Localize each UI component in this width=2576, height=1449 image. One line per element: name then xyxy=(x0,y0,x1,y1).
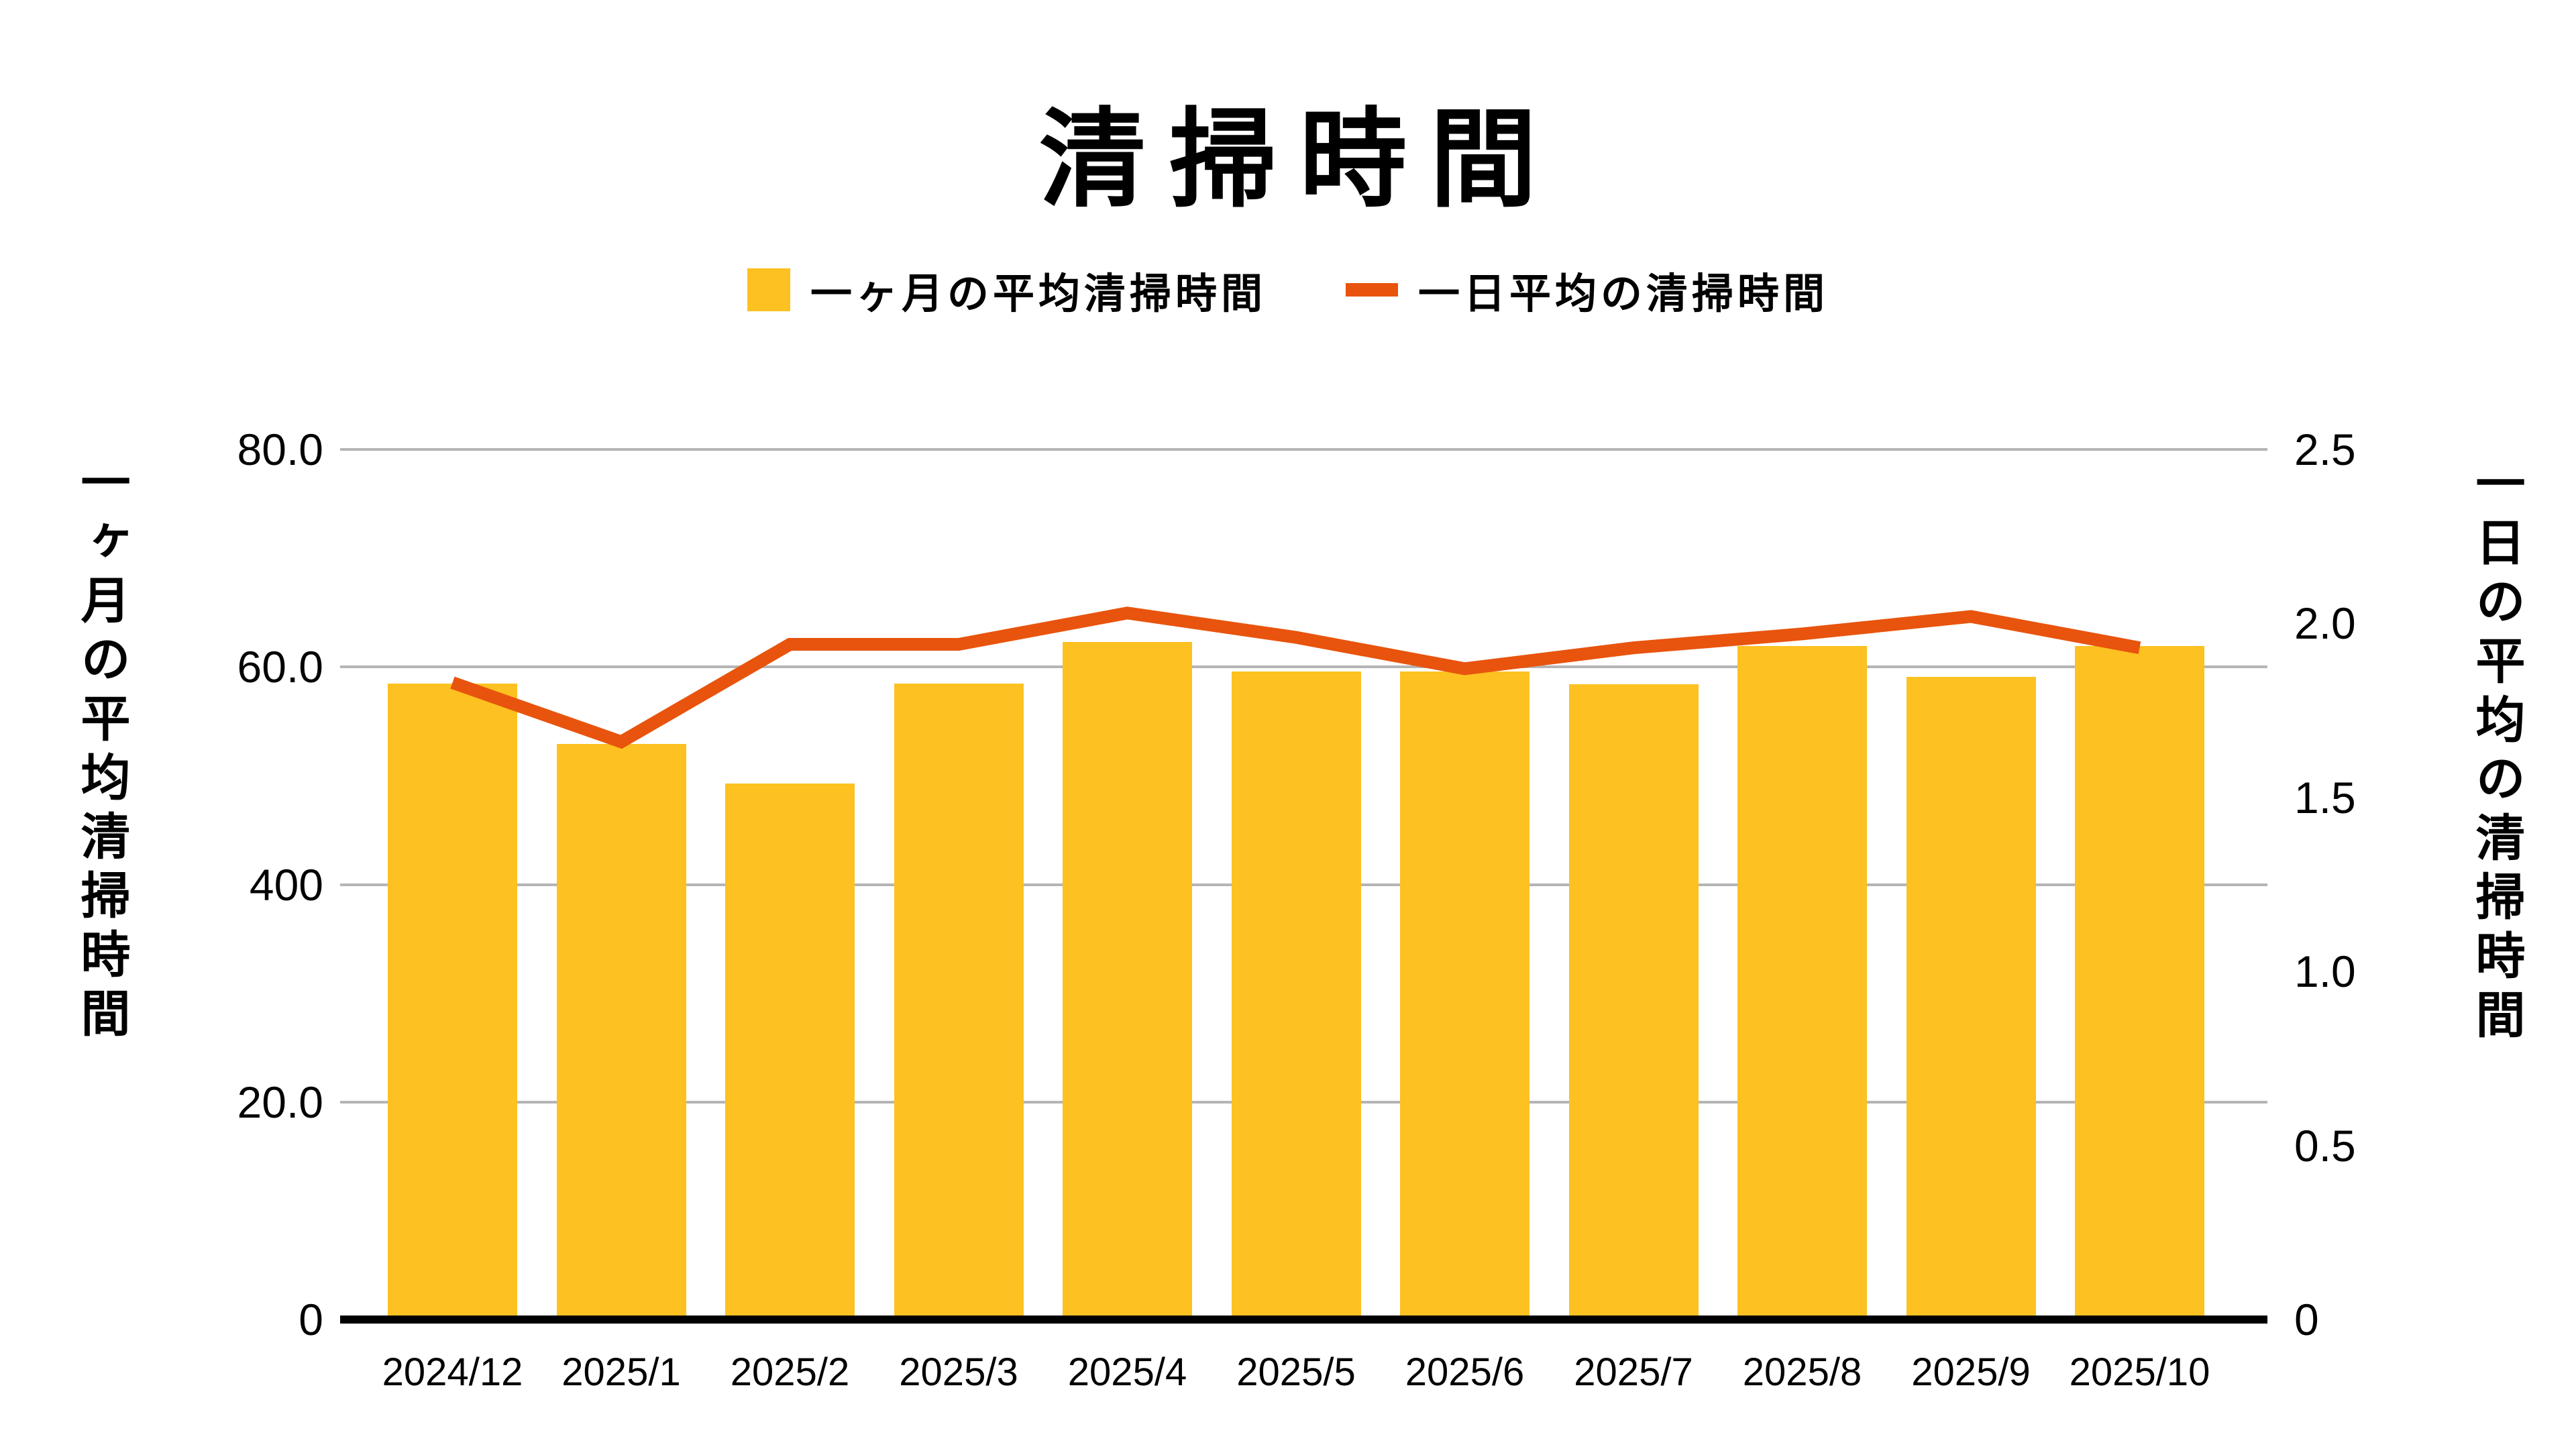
right-axis-tick: 2.0 xyxy=(2294,598,2356,649)
x-axis-label-2024/12: 2024/12 xyxy=(382,1350,523,1394)
bar-2025/2 xyxy=(725,783,855,1320)
line-series xyxy=(450,606,2141,749)
line-series-swatch-icon xyxy=(1346,283,1398,297)
plot-area xyxy=(340,448,2267,1324)
legend: 一ヶ月の平均清掃時間 一日平均の清掃時間 xyxy=(0,263,2576,317)
bar-2025/4 xyxy=(1063,641,1192,1320)
legend-label-monthly: 一ヶ月の平均清掃時間 xyxy=(810,271,1267,317)
bar-series-swatch-icon xyxy=(747,268,790,311)
right-axis-tick: 0 xyxy=(2294,1295,2319,1344)
x-axis-label-2025/6: 2025/6 xyxy=(1405,1350,1525,1394)
bar-2025/9 xyxy=(1906,676,2036,1320)
legend-item-daily-line: 一日平均の清掃時間 xyxy=(1346,260,1829,320)
x-axis-label-2025/8: 2025/8 xyxy=(1742,1350,1862,1394)
x-axis-label-2025/10: 2025/10 xyxy=(2069,1350,2210,1394)
left-axis-tick: 60.0 xyxy=(237,642,323,692)
legend-item-monthly-bar: 一ヶ月の平均清掃時間 xyxy=(747,260,1267,320)
right-axis-title: 一日の平均の清掃時間 xyxy=(2469,458,2524,1048)
legend-label-daily: 一日平均の清掃時間 xyxy=(1418,271,1829,317)
right-axis-tick: 0.5 xyxy=(2294,1120,2356,1171)
bar-2025/5 xyxy=(1231,671,1361,1320)
right-axis-tick: 1.0 xyxy=(2294,947,2356,997)
left-axis-tick: 20.0 xyxy=(237,1077,323,1127)
right-axis-tick: 1.5 xyxy=(2294,772,2356,822)
left-axis-tick: 80.0 xyxy=(237,425,323,474)
bar-2025/10 xyxy=(2075,646,2204,1320)
bar-2025/7 xyxy=(1568,684,1699,1320)
bar-2025/1 xyxy=(556,744,686,1320)
x-axis-label-2025/9: 2025/9 xyxy=(1911,1350,2031,1394)
x-axis-label-2025/7: 2025/7 xyxy=(1574,1350,1693,1394)
bar-2025/6 xyxy=(1400,671,1529,1320)
bar-2025/8 xyxy=(1737,646,1867,1320)
x-axis-label-2025/4: 2025/4 xyxy=(1067,1350,1187,1394)
gridline xyxy=(340,665,2267,669)
bar-2025/3 xyxy=(894,683,1024,1320)
line-series-path xyxy=(450,606,2141,749)
gridline xyxy=(340,448,2267,451)
x-axis-line xyxy=(340,1316,2267,1324)
x-axis-label-2025/2: 2025/2 xyxy=(730,1350,850,1394)
x-axis-label-2025/1: 2025/1 xyxy=(561,1350,681,1394)
left-axis-tick: 0 xyxy=(299,1295,323,1344)
left-axis-title: 一ヶ月の平均清掃時間 xyxy=(74,456,129,1046)
chart-title: 清掃時間 xyxy=(1038,99,1560,219)
bar-2024/12 xyxy=(388,683,517,1320)
right-axis-tick: 2.5 xyxy=(2294,425,2356,474)
left-axis-tick: 400 xyxy=(249,859,323,910)
x-axis-label-2025/5: 2025/5 xyxy=(1236,1350,1356,1394)
x-axis-label-2025/3: 2025/3 xyxy=(899,1350,1018,1394)
